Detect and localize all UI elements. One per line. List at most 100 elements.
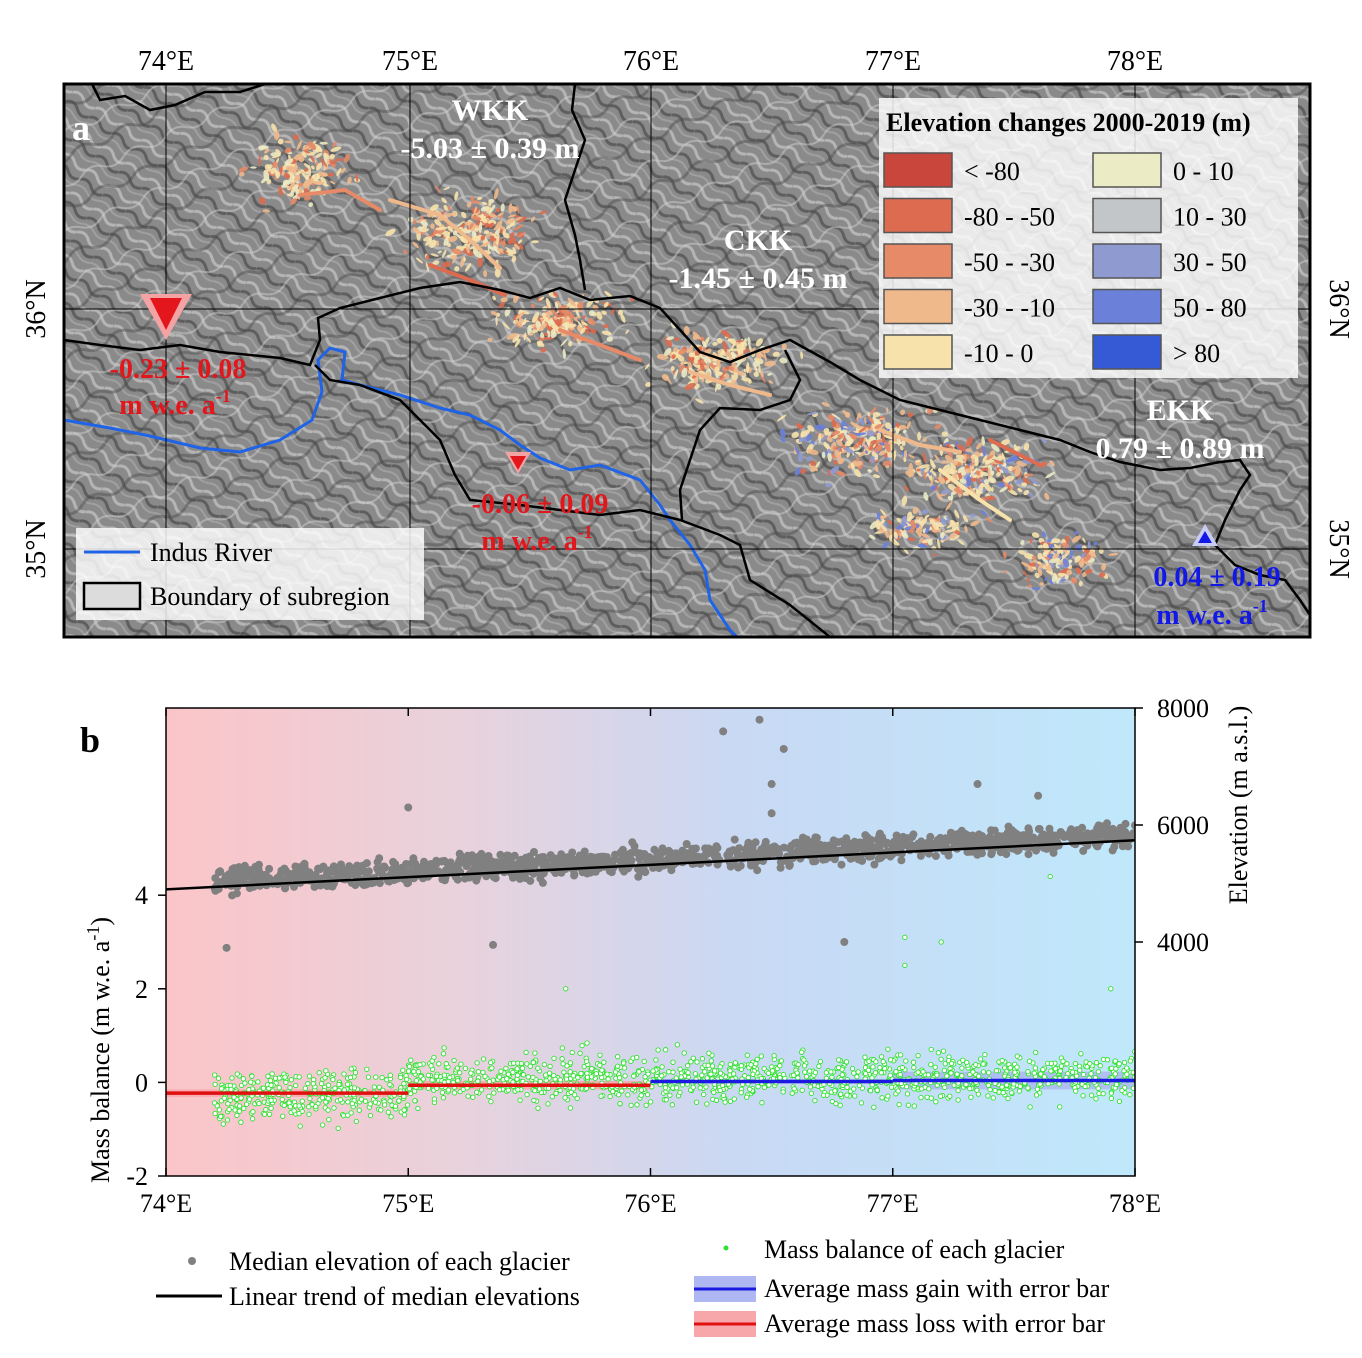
glacier-patch [487,245,498,252]
mass-balance-point [246,1096,253,1102]
glacier-patch [928,470,932,476]
mass-balance-point [744,1052,750,1058]
mass-balance-point [1032,1065,1039,1071]
median-elevation-point [633,865,642,874]
glacier-patch [1028,584,1033,588]
glacier-patch [289,166,295,172]
glacier-patch [943,441,949,447]
mass-balance-point [771,1053,777,1059]
mass-balance-point [708,1058,714,1064]
mass-balance-point [693,1099,700,1105]
glacier-patch [435,241,440,246]
glacier-patch [493,188,499,200]
legend-title: Elevation changes 2000-2019 (m) [886,108,1251,137]
glacier-patch [764,360,776,367]
glacier-patch [513,243,520,250]
glacier-patch [1060,578,1066,582]
mass-balance-point [480,1069,486,1076]
glacier-patch [1032,555,1037,561]
glacier-patch [1074,530,1079,535]
glacier-patch [275,149,282,155]
glacier-patch [480,241,491,247]
mass-balance-point [1078,1051,1084,1057]
glacier-patch [1038,563,1044,569]
glacier-patch [826,436,833,443]
median-elevation-point [871,844,880,853]
glacier-patch [823,443,830,449]
mass-balance-point [940,1048,947,1054]
glacier-patch [906,420,911,430]
glacier-patch [531,323,537,328]
mass-balance-point [293,1082,299,1089]
lat-tick-35-right: 35°N [1323,519,1354,578]
glacier-patch [498,302,505,309]
median-elevation-point [447,865,456,874]
chart-legend: Median elevation of each glacier Linear … [156,1235,1110,1338]
glacier-patch [465,263,472,272]
glacier-patch [953,488,964,494]
median-elevation-point [990,835,999,844]
median-elevation-point [848,854,857,862]
glacier-patch [415,257,424,264]
mass-balance-point [820,1092,827,1098]
glacier-patch [452,259,456,264]
glacier-patch [794,447,801,457]
mass-balance-point [433,1073,440,1079]
mass-balance-point [468,1076,474,1082]
glacier-patch [1029,538,1033,544]
glacier-patch [743,348,749,353]
glacier-patch [886,519,894,526]
glacier-patch [730,340,737,351]
mass-balance-point [458,1061,464,1067]
glacier-patch [323,153,330,160]
mass-balance-point [514,1072,521,1078]
glacier-patch [512,247,516,252]
glacier-patch [858,451,866,457]
mass-balance-point [570,1086,577,1092]
median-elevation-point [863,833,872,842]
mass-balance-point [621,1065,628,1071]
glacier-patch [796,423,804,430]
mass-balance-point [325,1095,331,1102]
glacier-patch [263,154,269,161]
mass-balance-point [296,1110,302,1117]
mass-balance-point [388,1114,394,1120]
mass-balance-point [401,1080,407,1087]
mass-balance-point [836,1057,842,1063]
glacier-patch [800,430,805,438]
mass-balance-point [488,1098,494,1105]
mass-balance-point [228,1086,234,1093]
glacier-patch [1044,492,1050,500]
glacier-patch [906,537,916,542]
median-elevation-point [767,809,776,818]
glacier-patch [1021,482,1028,487]
median-elevation-point [837,860,846,869]
mass-balance-point [439,1089,446,1096]
mass-balance-point [268,1082,274,1088]
mass-balance-point [617,1100,623,1107]
glacier-patch [900,409,906,416]
mass-balance-point [266,1111,273,1118]
mass-balance-point [331,1105,337,1111]
median-elevation-point [840,938,849,946]
mass-balance-point [893,1068,899,1075]
glacier-patch [1008,489,1018,496]
glacier-patch [949,519,955,525]
mass-balance-point [948,1070,954,1076]
glacier-patch [1018,550,1027,555]
median-elevation-point [553,855,561,863]
glacier-patch [1003,551,1007,559]
glacier-patch [473,250,483,259]
mass-balance-point [1000,1089,1006,1096]
glacier-patch [901,441,906,447]
glacier-patch [896,517,903,523]
glacier-patch [317,171,328,177]
mass-balance-point [265,1073,271,1079]
mass-balance-point [959,1073,965,1079]
mass-balance-point [567,1105,574,1111]
mass-balance-point [322,1075,328,1081]
glacier-patch [442,249,447,258]
mass-balance-point [527,1063,533,1069]
glacier-patch [258,154,261,167]
mass-balance-point [896,1101,902,1108]
